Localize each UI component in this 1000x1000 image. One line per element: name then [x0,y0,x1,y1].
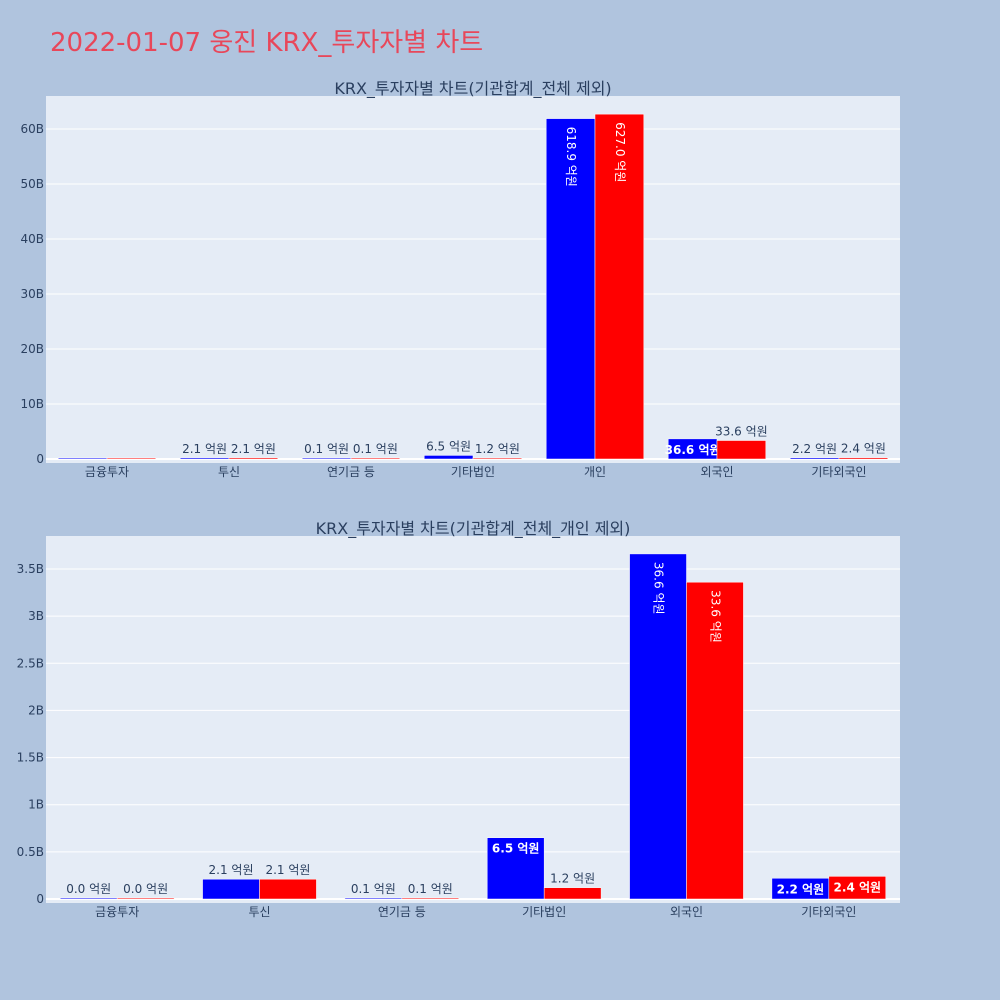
x-tick-label: 금융투자 [85,465,129,479]
x-tick-label: 금융투자 [95,905,139,919]
bar [179,457,230,460]
bar [423,455,474,460]
data-label: 2.2 억원 [777,882,825,896]
bar [301,457,352,460]
x-tick-label: 투신 [218,465,240,479]
bar [838,457,889,460]
bar [344,897,403,900]
chart-title: KRX_투자자별 차트(기관합계_전체_개인 제외) [316,519,631,539]
y-tick-label: 0 [36,892,44,906]
bar [545,118,596,460]
bar [202,878,260,900]
y-tick-label: 0.5B [17,845,44,859]
data-label: 627.0 억원 [613,122,627,182]
x-tick-label: 외국인 [670,905,703,919]
plot-area [46,536,900,903]
bar [472,457,523,460]
y-tick-label: 0 [36,452,44,466]
x-tick-label: 기타외국인 [801,905,856,919]
data-label: 0.0 억원 [66,882,111,896]
y-tick-label: 3B [28,609,44,623]
bar [259,878,317,900]
data-label: 2.1 억원 [182,442,227,456]
data-label: 1.2 억원 [475,442,520,456]
data-label: 2.4 억원 [834,880,882,894]
x-tick-label: 개인 [584,465,606,479]
data-label: 2.2 억원 [792,442,837,456]
y-tick-label: 2.5B [17,656,44,670]
bar [686,581,744,900]
x-tick-label: 외국인 [700,465,733,479]
x-tick-label: 연기금 등 [327,465,375,479]
x-tick-label: 투신 [248,905,270,919]
x-tick-label: 기타법인 [451,465,495,479]
data-label: 36.6 억원 [652,562,666,615]
y-tick-label: 2B [28,703,44,717]
data-label: 0.1 억원 [408,882,453,896]
x-tick-label: 기타외국인 [811,465,866,479]
plot-area [46,96,900,463]
data-label: 0.1 억원 [351,882,396,896]
bar [629,553,687,900]
bar [486,837,545,900]
bar [716,440,767,460]
x-tick-label: 연기금 등 [378,905,426,919]
bar [57,457,108,460]
data-label: 0.1 억원 [353,442,398,456]
y-tick-label: 30B [20,287,44,301]
data-label: 2.4 억원 [841,442,886,456]
data-label: 6.5 억원 [426,439,471,453]
bar [228,457,279,460]
y-tick-label: 1B [28,798,44,812]
bar [543,887,602,900]
data-label: 33.6 억원 [708,590,722,643]
data-label: 33.6 억원 [715,425,768,439]
y-tick-label: 3.5B [17,562,44,576]
data-label: 0.0 억원 [123,882,168,896]
bar [106,457,157,460]
bar [59,897,118,900]
y-tick-label: 40B [20,232,44,246]
data-label: 6.5 억원 [492,842,540,856]
data-label: 1.2 억원 [550,872,595,886]
bar [401,897,460,900]
bar [116,897,175,900]
data-label: 2.1 억원 [231,442,276,456]
page-title: 2022-01-07 웅진 KRX_투자자별 차트 [50,28,484,58]
data-label: 2.1 억원 [265,863,310,877]
x-tick-label: 기타법인 [522,905,566,919]
y-tick-label: 1.5B [17,751,44,765]
y-tick-label: 20B [20,342,44,356]
y-tick-label: 60B [20,122,44,136]
data-label: 618.9 억원 [564,127,578,187]
y-tick-label: 10B [20,397,44,411]
chart-top: KRX_투자자별 차트(기관합계_전체 제외) 0 10B 20B 30B 40B 50B 6… [20,79,900,479]
bar [789,457,840,460]
data-label: 2.1 억원 [209,863,254,877]
bar [594,113,645,460]
y-tick-label: 50B [20,177,44,191]
data-label: 0.1 억원 [304,442,349,456]
data-label: 36.6 억원 [665,443,721,457]
bar [350,457,401,460]
chart-title: KRX_투자자별 차트(기관합계_전체 제외) [334,79,611,99]
bar [828,876,887,900]
chart-bottom: KRX_투자자별 차트(기관합계_전체_개인 제외) 0 0.5B 1B 1.5B 2B 2… [17,519,900,919]
